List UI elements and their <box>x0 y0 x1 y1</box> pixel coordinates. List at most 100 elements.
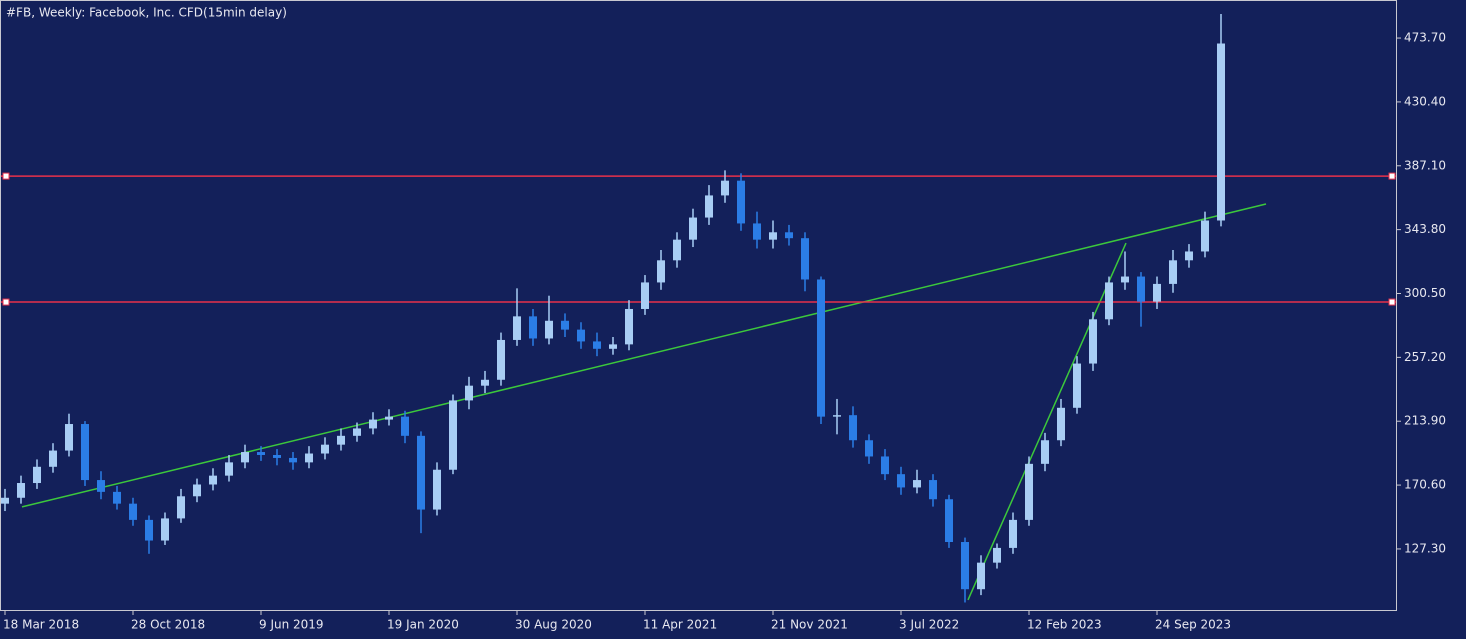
candle-body <box>33 466 41 484</box>
candle-body <box>289 457 297 463</box>
candle-body <box>1185 251 1193 261</box>
x-tick-label: 18 Mar 2018 <box>3 618 79 632</box>
candle-body <box>737 180 745 224</box>
candle-body <box>961 542 969 590</box>
candle-body <box>145 519 153 541</box>
candle-body <box>257 452 265 455</box>
candle-body <box>785 232 793 239</box>
candle-body <box>1057 407 1065 441</box>
candle-body <box>241 452 249 463</box>
y-tick-label: 300.50 <box>1404 286 1446 300</box>
candle-body <box>1105 282 1113 320</box>
candle-body <box>49 450 57 467</box>
candle-body <box>817 279 825 417</box>
candle-body <box>545 320 553 339</box>
y-tick-label: 170.60 <box>1404 478 1446 492</box>
candle-body <box>625 308 633 345</box>
candle-body <box>1025 463 1033 520</box>
candle-body <box>801 238 809 280</box>
candle-body <box>865 440 873 457</box>
candle-body <box>17 483 25 498</box>
line-handle <box>2 298 10 306</box>
candle-body <box>481 379 489 386</box>
candle-body <box>929 480 937 500</box>
candle-body <box>1137 276 1145 302</box>
candle-body <box>497 339 505 380</box>
candle-body <box>1041 440 1049 464</box>
candle-body <box>561 320 569 330</box>
y-tick-label: 343.80 <box>1404 222 1446 236</box>
candle-body <box>401 416 409 436</box>
candle-body <box>577 329 585 342</box>
candle-body <box>353 428 361 436</box>
candle-body <box>993 547 1001 563</box>
candle-body <box>705 195 713 218</box>
candle-body <box>1217 43 1225 221</box>
candle-body <box>1089 319 1097 364</box>
candle-body <box>897 474 905 488</box>
candle-body <box>273 454 281 458</box>
y-tick-label: 430.40 <box>1404 94 1446 108</box>
x-tick-label: 19 Jan 2020 <box>387 618 459 632</box>
y-tick-label: 387.10 <box>1404 158 1446 172</box>
line-handle <box>2 172 10 180</box>
candle-body <box>1 497 9 504</box>
candle-body <box>369 419 377 429</box>
candle-body <box>129 503 137 520</box>
candle-body <box>673 239 681 261</box>
candle-body <box>753 223 761 240</box>
chart-title: #FB, Weekly: Facebook, Inc. CFD(15min de… <box>6 6 287 20</box>
y-tick-label: 213.90 <box>1404 414 1446 428</box>
candle-body <box>97 480 105 492</box>
candle-body <box>449 400 457 470</box>
candle-body <box>225 462 233 476</box>
line-handle <box>1388 172 1396 180</box>
x-tick-label: 11 Apr 2021 <box>643 618 717 632</box>
y-tick-label: 127.30 <box>1404 541 1446 555</box>
candle-body <box>305 453 313 463</box>
candle-body <box>1073 363 1081 408</box>
candle-body <box>433 469 441 510</box>
candle-body <box>193 484 201 497</box>
candle-body <box>721 180 729 196</box>
candle-body <box>1201 220 1209 252</box>
x-tick-label: 21 Nov 2021 <box>771 618 848 632</box>
plot-frame <box>0 0 1397 611</box>
line-handle <box>1388 298 1396 306</box>
candle-body <box>913 480 921 488</box>
candle-body <box>609 344 617 349</box>
candle-body <box>81 424 89 481</box>
candle-body <box>849 415 857 441</box>
candle-body <box>385 416 393 420</box>
candle-body <box>769 232 777 240</box>
candle-body <box>113 491 121 504</box>
candle-body <box>337 435 345 445</box>
candle-body <box>593 341 601 349</box>
candle-body <box>641 282 649 309</box>
candle-body <box>1153 283 1161 302</box>
candle-body <box>417 435 425 510</box>
candle-body <box>1009 519 1017 548</box>
candle-body <box>529 316 537 339</box>
candle-body <box>465 385 473 401</box>
candle-body <box>513 316 521 340</box>
candle-body <box>321 444 329 454</box>
candle-body <box>977 562 985 590</box>
candle-body <box>881 456 889 475</box>
candle-body <box>833 415 841 417</box>
x-tick-label: 3 Jul 2022 <box>899 618 959 632</box>
candle-body <box>657 260 665 283</box>
y-tick-label: 257.20 <box>1404 350 1446 364</box>
candle-body <box>177 496 185 519</box>
x-tick-label: 12 Feb 2023 <box>1027 618 1102 632</box>
x-tick-label: 9 Jun 2019 <box>259 618 324 632</box>
candle-body <box>161 518 169 541</box>
y-tick-label: 473.70 <box>1404 31 1446 45</box>
candle-body <box>1121 276 1129 283</box>
x-tick-label: 30 Aug 2020 <box>515 618 592 632</box>
x-tick-label: 28 Oct 2018 <box>131 618 205 632</box>
candle-body <box>689 217 697 240</box>
